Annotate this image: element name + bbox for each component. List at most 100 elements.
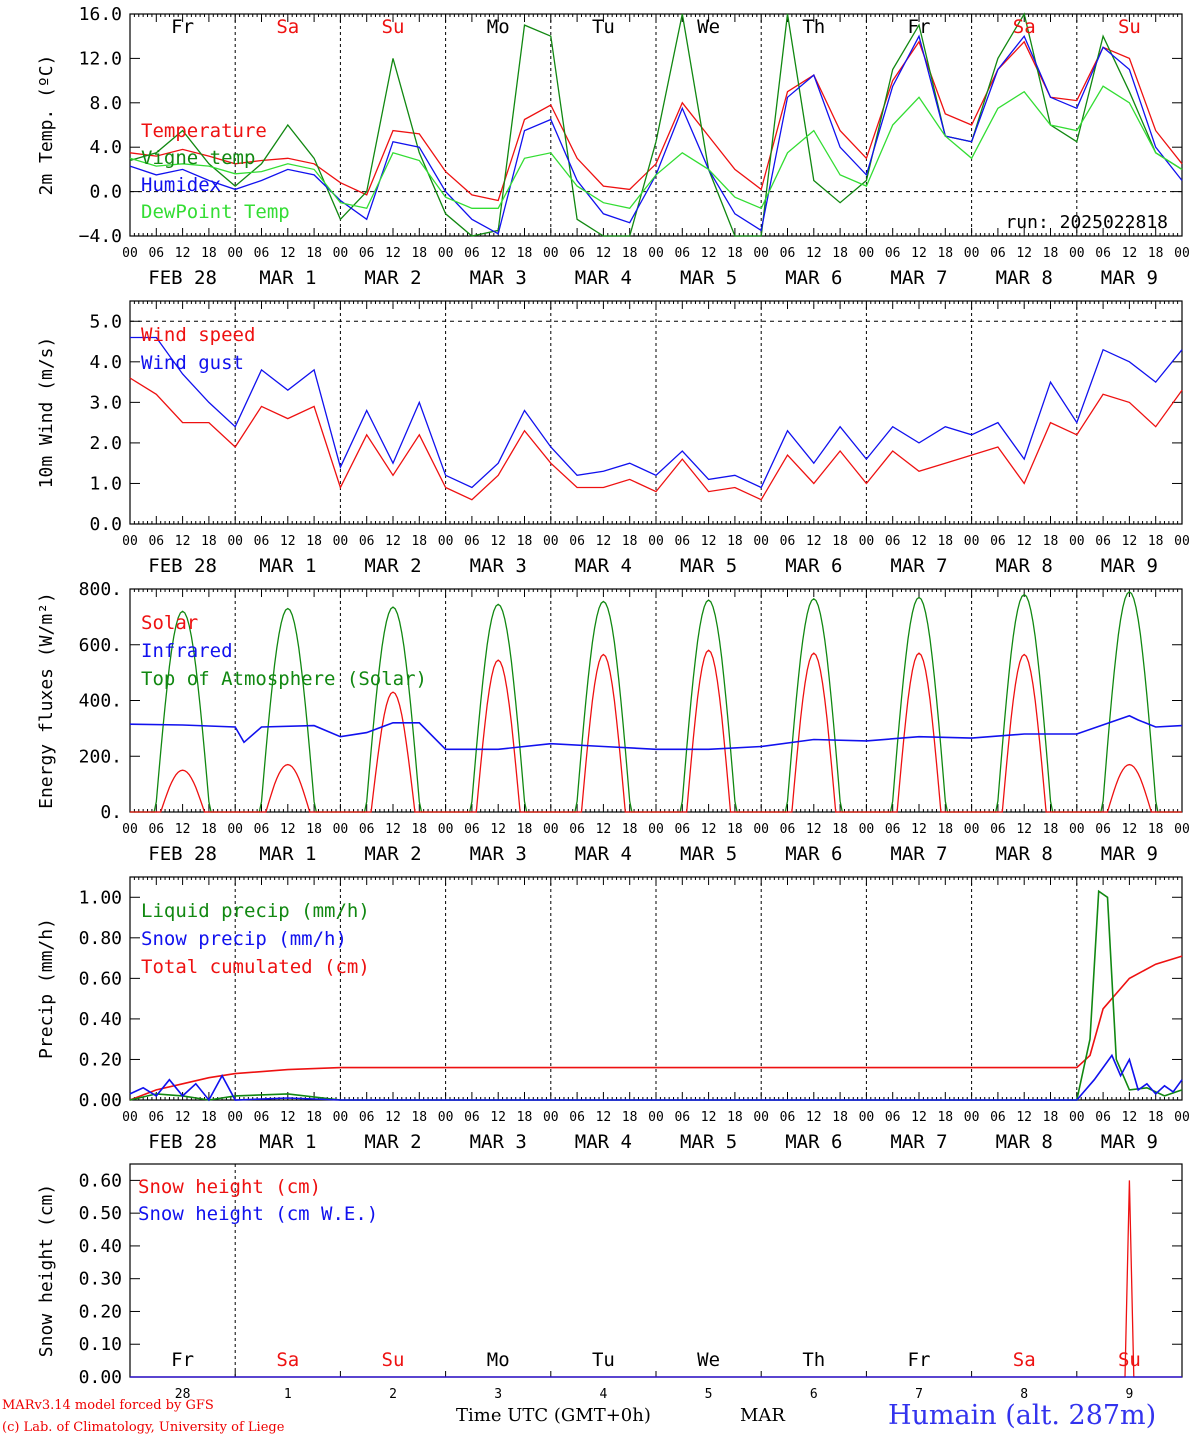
x-hour-label: 18 bbox=[832, 822, 848, 837]
x-hour-label: 00 bbox=[648, 534, 664, 549]
day-number: 6 bbox=[810, 1387, 818, 1402]
series-line-toa-solar bbox=[130, 590, 1182, 813]
x-hour-label: 06 bbox=[990, 246, 1006, 261]
y-tick-label: 3.0 bbox=[89, 392, 122, 413]
x-hour-label: 06 bbox=[254, 822, 270, 837]
legend-entry: Humidex bbox=[141, 174, 221, 196]
x-hour-label: 12 bbox=[280, 534, 296, 549]
weekday-label: Th bbox=[802, 1349, 825, 1371]
legend-entry: DewPoint Temp bbox=[141, 201, 290, 223]
date-label: MAR 4 bbox=[575, 843, 632, 865]
x-hour-label: 06 bbox=[569, 534, 585, 549]
x-hour-label: 00 bbox=[859, 246, 875, 261]
x-hour-label: 06 bbox=[780, 246, 796, 261]
weekday-label: Tu bbox=[592, 16, 615, 38]
month-label: MAR bbox=[740, 1405, 785, 1426]
x-hour-label: 12 bbox=[490, 1110, 506, 1125]
x-hour-label: 18 bbox=[832, 246, 848, 261]
y-axis-title: 2m Temp. (ºC) bbox=[36, 55, 57, 196]
weekday-label: Fr bbox=[908, 1349, 931, 1371]
lab-credit: (c) Lab. of Climatology, University of L… bbox=[2, 1420, 285, 1435]
x-hour-label: 12 bbox=[806, 1110, 822, 1125]
series-line-total-cumulated-cm- bbox=[129, 955, 1183, 1101]
legend-entry: Snow height (cm W.E.) bbox=[138, 1203, 378, 1225]
date-label: MAR 8 bbox=[996, 555, 1053, 577]
x-hour-label: 00 bbox=[648, 822, 664, 837]
date-label: MAR 9 bbox=[1101, 555, 1158, 577]
x-hour-label: 06 bbox=[569, 822, 585, 837]
date-label: MAR 8 bbox=[996, 843, 1053, 865]
plot-frame bbox=[129, 588, 1183, 813]
x-hour-label: 00 bbox=[1069, 1110, 1085, 1125]
day-number: 4 bbox=[599, 1387, 607, 1402]
date-label: MAR 7 bbox=[890, 555, 947, 577]
weekday-label: Sa bbox=[276, 16, 299, 38]
x-hour-label: 06 bbox=[464, 246, 480, 261]
x-hour-label: 12 bbox=[701, 822, 717, 837]
x-hour-label: 12 bbox=[175, 534, 191, 549]
y-axis-title: Snow height (cm) bbox=[36, 1184, 57, 1357]
date-label: MAR 3 bbox=[470, 555, 527, 577]
date-label: MAR 2 bbox=[364, 843, 421, 865]
x-hour-label: 06 bbox=[780, 1110, 796, 1125]
x-hour-label: 18 bbox=[622, 822, 638, 837]
date-label: MAR 7 bbox=[890, 267, 947, 289]
x-hour-label: 18 bbox=[727, 246, 743, 261]
x-hour-label: 00 bbox=[648, 246, 664, 261]
panel-precip bbox=[129, 876, 1183, 1102]
x-hour-label: 06 bbox=[569, 246, 585, 261]
x-hour-label: 18 bbox=[1148, 1110, 1164, 1125]
x-hour-label: 18 bbox=[727, 534, 743, 549]
x-hour-label: 06 bbox=[569, 1110, 585, 1125]
y-tick-label: 12.0 bbox=[79, 48, 122, 69]
x-hour-label: 00 bbox=[1174, 1110, 1190, 1125]
weekday-label: Sa bbox=[1013, 1349, 1036, 1371]
x-hour-label: 06 bbox=[359, 534, 375, 549]
y-axis-title: 10m Wind (m/s) bbox=[36, 337, 57, 489]
x-hour-label: 06 bbox=[148, 1110, 164, 1125]
x-hour-label: 00 bbox=[438, 246, 454, 261]
x-hour-label: 00 bbox=[333, 1110, 349, 1125]
x-hour-label: 00 bbox=[438, 534, 454, 549]
x-hour-label: 06 bbox=[359, 1110, 375, 1125]
x-hour-label: 06 bbox=[674, 534, 690, 549]
x-hour-label: 12 bbox=[175, 246, 191, 261]
x-hour-label: 18 bbox=[727, 822, 743, 837]
y-tick-label: 4.0 bbox=[89, 352, 122, 373]
x-hour-label: 00 bbox=[122, 1110, 138, 1125]
x-hour-label: 12 bbox=[175, 1110, 191, 1125]
x-hour-label: 00 bbox=[1174, 534, 1190, 549]
weekday-label: Fr bbox=[908, 16, 931, 38]
x-hour-label: 18 bbox=[306, 534, 322, 549]
y-tick-label: 2.0 bbox=[89, 433, 122, 454]
weekday-label: Fr bbox=[171, 16, 194, 38]
x-hour-label: 12 bbox=[1122, 822, 1138, 837]
legend-entry: Solar bbox=[141, 612, 198, 634]
y-axis-title: Energy fluxes (W/m²) bbox=[36, 592, 57, 809]
y-tick-label: 0.40 bbox=[79, 1009, 122, 1030]
x-hour-label: 00 bbox=[543, 1110, 559, 1125]
x-hour-label: 12 bbox=[490, 534, 506, 549]
legend-entry: Vigne temp bbox=[141, 147, 255, 169]
date-label: MAR 1 bbox=[259, 267, 316, 289]
date-label: MAR 8 bbox=[996, 1131, 1053, 1153]
x-hour-label: 06 bbox=[464, 534, 480, 549]
series-line-temperature bbox=[129, 40, 1183, 202]
panel-temp bbox=[129, 12, 1183, 237]
x-hour-label: 06 bbox=[674, 1110, 690, 1125]
x-hour-label: 06 bbox=[1095, 822, 1111, 837]
x-hour-label: 06 bbox=[885, 1110, 901, 1125]
x-hour-label: 00 bbox=[753, 246, 769, 261]
x-hour-label: 12 bbox=[806, 534, 822, 549]
x-hour-label: 06 bbox=[1095, 246, 1111, 261]
y-tick-label: 0.0 bbox=[89, 514, 122, 535]
x-hour-label: 00 bbox=[859, 1110, 875, 1125]
y-tick-label: 0.30 bbox=[79, 1269, 122, 1290]
x-hour-label: 18 bbox=[727, 1110, 743, 1125]
x-hour-label: 12 bbox=[1122, 534, 1138, 549]
weekday-label: Su bbox=[1118, 16, 1141, 38]
x-hour-label: 18 bbox=[1043, 822, 1059, 837]
y-tick-label: 1.00 bbox=[79, 887, 122, 908]
y-tick-label: 400. bbox=[79, 691, 122, 712]
x-hour-label: 12 bbox=[1122, 246, 1138, 261]
